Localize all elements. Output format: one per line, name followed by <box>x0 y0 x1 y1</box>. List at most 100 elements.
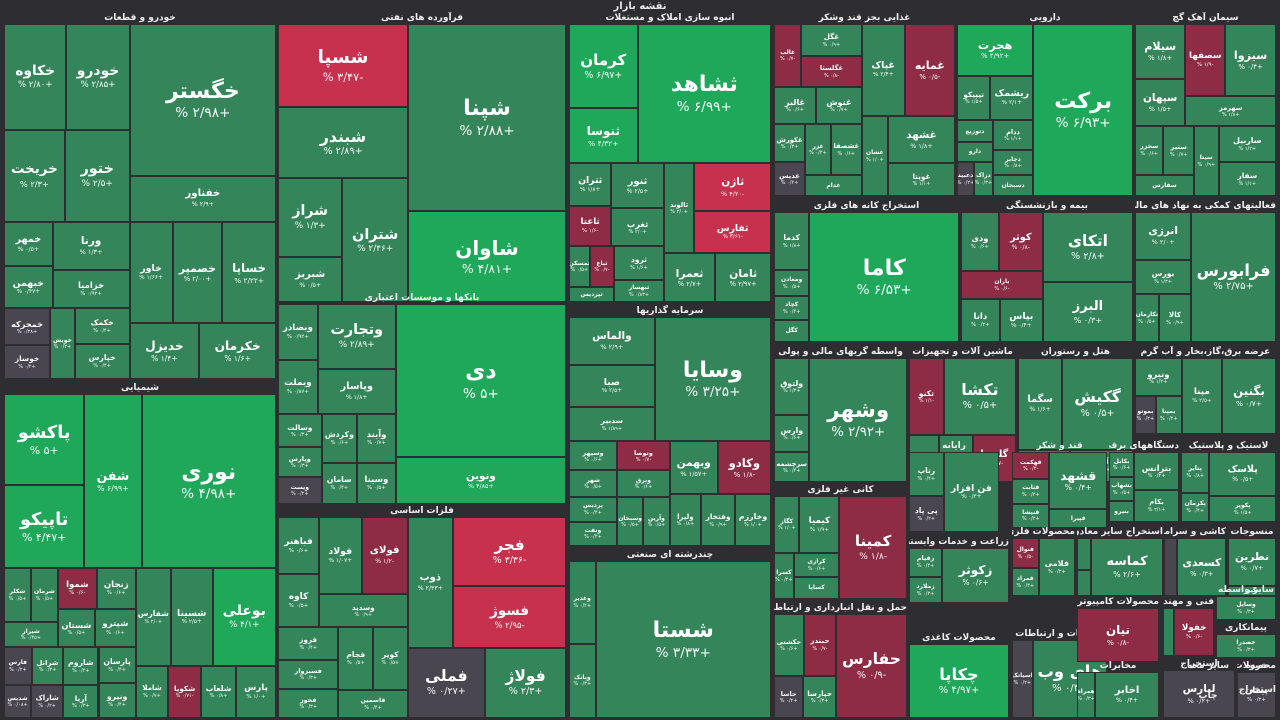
stock-tile[interactable]: خصمپر +۲/۰۰ % <box>172 221 223 324</box>
stock-tile[interactable]: بموتو +۰/۲ % <box>1135 396 1156 434</box>
stock-tile[interactable]: حاسا +۰/۲ % <box>774 675 804 718</box>
stock-tile[interactable]: کساپا <box>793 577 840 599</box>
stock-tile[interactable]: خزامیا +۰/۹۳ % <box>52 269 130 309</box>
stock-tile[interactable]: همراه +۰/۳ % <box>1077 672 1095 718</box>
stock-tile[interactable]: ولپرا +۰/۸ % <box>669 493 702 546</box>
stock-tile[interactable]: ثمسکن +۰/۵ % <box>569 246 590 287</box>
stock-tile[interactable]: فن افزار +۰/۳ % <box>943 452 999 532</box>
stock-tile[interactable]: قثابت +۰/۳ % <box>1012 479 1050 504</box>
stock-tile[interactable]: پاکشو +۵ % <box>4 394 85 486</box>
stock-tile[interactable]: وکردش +۰/۶ % <box>321 413 358 463</box>
stock-tile[interactable]: رتاپ +۰/۴ % <box>909 452 944 497</box>
stock-tile[interactable]: شبریز +۰/۵ % <box>278 256 343 302</box>
stock-tile[interactable]: ثباغ -۰/۷ % <box>589 246 615 287</box>
stock-tile[interactable]: کسعدی +۰/۳ % <box>1177 538 1226 596</box>
stock-tile[interactable]: کرازی +۰/۶ % <box>793 553 840 578</box>
stock-tile[interactable]: شفن +۶/۹۹ % <box>84 394 142 569</box>
stock-tile[interactable]: وبرق +۰/۶ % <box>617 470 670 498</box>
stock-tile[interactable]: شاملا +۰/۷ % <box>135 665 169 718</box>
stock-tile[interactable]: خپارس +۰/۴ % <box>74 343 130 379</box>
stock-tile[interactable]: شاروم +۰/۴ % <box>63 647 99 685</box>
stock-tile[interactable]: فروز +۰/۴ % <box>278 627 339 660</box>
stock-tile[interactable]: شکویا -۰/۷۱ % <box>168 665 201 718</box>
stock-tile[interactable]: قنیشا +۰/۳ % <box>1012 503 1050 528</box>
stock-tile[interactable]: ثرود +۱/۶ % <box>614 246 664 280</box>
stock-tile[interactable]: خدیزل +۱/۴ % <box>129 323 200 379</box>
stock-tile[interactable]: شستا +۳/۳۳ % <box>595 561 771 718</box>
stock-tile[interactable]: غشصفا +۰/۶ % <box>830 124 862 176</box>
stock-tile[interactable]: خویش +۰/۳ % <box>50 308 75 379</box>
stock-tile[interactable]: ختور +۲/۵ % <box>64 129 130 222</box>
stock-tile[interactable]: کماسه +۲/۶ % <box>1091 538 1163 596</box>
stock-tile[interactable]: ثالوند +۳/۰ % <box>663 163 695 254</box>
stock-tile[interactable]: خگستر +۲/۹۸ % <box>129 24 276 176</box>
stock-tile[interactable] <box>1077 569 1092 596</box>
stock-tile[interactable]: حبندر -۰/۷ % <box>803 614 837 676</box>
stock-tile[interactable]: شموا -۰/۶ % <box>57 568 97 609</box>
stock-tile[interactable]: دزاک +۰/۳ % <box>973 162 993 196</box>
stock-tile[interactable]: کگل <box>774 320 810 342</box>
stock-tile[interactable]: خمهر +۰/۵ % <box>4 221 53 266</box>
stock-tile[interactable]: ثپردیس <box>569 286 615 302</box>
stock-tile[interactable]: ثغرب +۲/۰ % <box>611 208 664 247</box>
stock-tile[interactable]: ورنا +۱/۳ % <box>52 221 130 270</box>
stock-tile[interactable]: شدیس +۰/۰۸ % <box>4 685 32 718</box>
stock-tile[interactable]: دانا +۰/۳ % <box>961 298 1000 342</box>
stock-tile[interactable]: شرمان +۰/۵ % <box>30 568 58 622</box>
stock-tile[interactable]: خکرمان +۱/۶ % <box>199 323 276 379</box>
stock-tile[interactable]: فسبزوار +۰/۳ % <box>278 659 339 689</box>
stock-tile[interactable]: شرانل +۰/۳ % <box>31 647 64 686</box>
stock-tile[interactable]: وسالت +۰/۴ % <box>278 413 322 448</box>
stock-tile[interactable]: غالب -۰/۷ % <box>774 24 802 87</box>
stock-tile[interactable]: زنجان +۰/۶ % <box>96 568 136 609</box>
stock-tile[interactable]: شراز +۱/۳ % <box>278 178 343 257</box>
stock-tile[interactable]: ستیر +۰/۷ % <box>1163 126 1195 175</box>
stock-tile[interactable]: ثنوسا +۴/۳۲ % <box>569 108 638 164</box>
stock-tile[interactable]: فباهنر +۰/۶ % <box>278 517 319 575</box>
stock-tile[interactable]: نطرین +۰/۷ % <box>1228 538 1276 586</box>
stock-tile[interactable]: قپیرا <box>1049 508 1107 528</box>
stock-tile[interactable]: دی +۵ % <box>395 304 566 458</box>
stock-tile[interactable]: بنیرو <box>1109 500 1135 522</box>
stock-tile[interactable]: وخارزم +۱/۰ % <box>734 493 771 546</box>
stock-tile[interactable]: سیزوا +۰/۴ % <box>1225 24 1276 96</box>
stock-tile[interactable]: حفارس -۰/۹ % <box>836 614 907 718</box>
stock-tile[interactable]: فارس +۰/۲ % <box>4 647 32 686</box>
stock-tile[interactable]: ددام +۱/۱ % <box>992 120 1034 151</box>
stock-tile[interactable]: پارسان +۰/۴ % <box>98 647 136 683</box>
stock-tile[interactable]: بگنین +۰/۷ % <box>1221 358 1276 434</box>
stock-tile[interactable]: سیلام +۱/۸ % <box>1135 24 1186 79</box>
stock-tile[interactable]: خکمک +۰/۴ % <box>74 308 130 344</box>
stock-tile[interactable]: فنوال -۰/۵ % <box>1012 538 1039 569</box>
stock-tile[interactable]: سیتا +۰/۹ % <box>1194 126 1219 196</box>
stock-tile[interactable]: فمراد +۰/۴ % <box>1012 568 1039 596</box>
stock-tile[interactable]: بشهاب +۰/۵ % <box>1109 477 1135 501</box>
stock-tile[interactable]: شلعاب +۰/۸ % <box>200 665 236 718</box>
stock-tile[interactable]: ومعادن +۰/۵ % <box>774 269 810 297</box>
stock-tile[interactable]: کیمیا +۱/۹ % <box>799 496 840 554</box>
stock-tile[interactable]: وبملت +۰/۸۷ % <box>278 359 318 414</box>
stock-tile[interactable]: شسینا +۲/۵ % <box>170 568 213 666</box>
stock-tile[interactable]: وسپهر +۰/۶ % <box>569 441 618 471</box>
stock-tile[interactable]: مپنا +۲/۵ % <box>1181 358 1222 434</box>
stock-tile[interactable]: کگاز +۱/۰ % <box>774 496 800 554</box>
stock-tile[interactable]: سخزر +۰/۶ % <box>1135 126 1164 175</box>
stock-tile[interactable]: زقیام +۰/۴ % <box>909 548 943 577</box>
stock-tile[interactable]: خبهمن +۰/۴۷ % <box>4 265 53 309</box>
stock-tile[interactable]: غپاک +۲/۴ % <box>861 24 905 116</box>
stock-tile[interactable]: کالا +۰/۹ % <box>1158 294 1192 342</box>
stock-tile[interactable]: دتوزیع <box>957 120 993 143</box>
stock-tile[interactable]: کچاد +۰/۴ % <box>774 296 810 321</box>
stock-tile[interactable]: خکاوه +۲/۸۰ % <box>4 24 67 130</box>
stock-tile[interactable]: خوساز +۰/۲ % <box>4 345 51 379</box>
stock-tile[interactable]: غمایه -۰/۵ % <box>904 24 955 116</box>
stock-tile[interactable]: غگلستا -۰/۸ % <box>801 56 862 87</box>
stock-tile[interactable]: ثنور +۲/۵ % <box>611 163 664 209</box>
stock-tile[interactable]: تیپیکو +۱/۵ % <box>957 75 991 121</box>
stock-tile[interactable]: وشهر +۲/۹۲ % <box>809 358 907 482</box>
stock-tile[interactable]: بورس +۱/۳ % <box>1135 259 1192 295</box>
stock-tile[interactable]: وبهمن +۱/۵۷ % <box>669 441 718 494</box>
stock-tile[interactable]: ودی +۰/۶ % <box>961 212 999 272</box>
stock-tile[interactable]: پیمان +۰/۲ % <box>1237 672 1276 718</box>
stock-tile[interactable]: شتران +۲/۴۶ % <box>342 178 409 302</box>
